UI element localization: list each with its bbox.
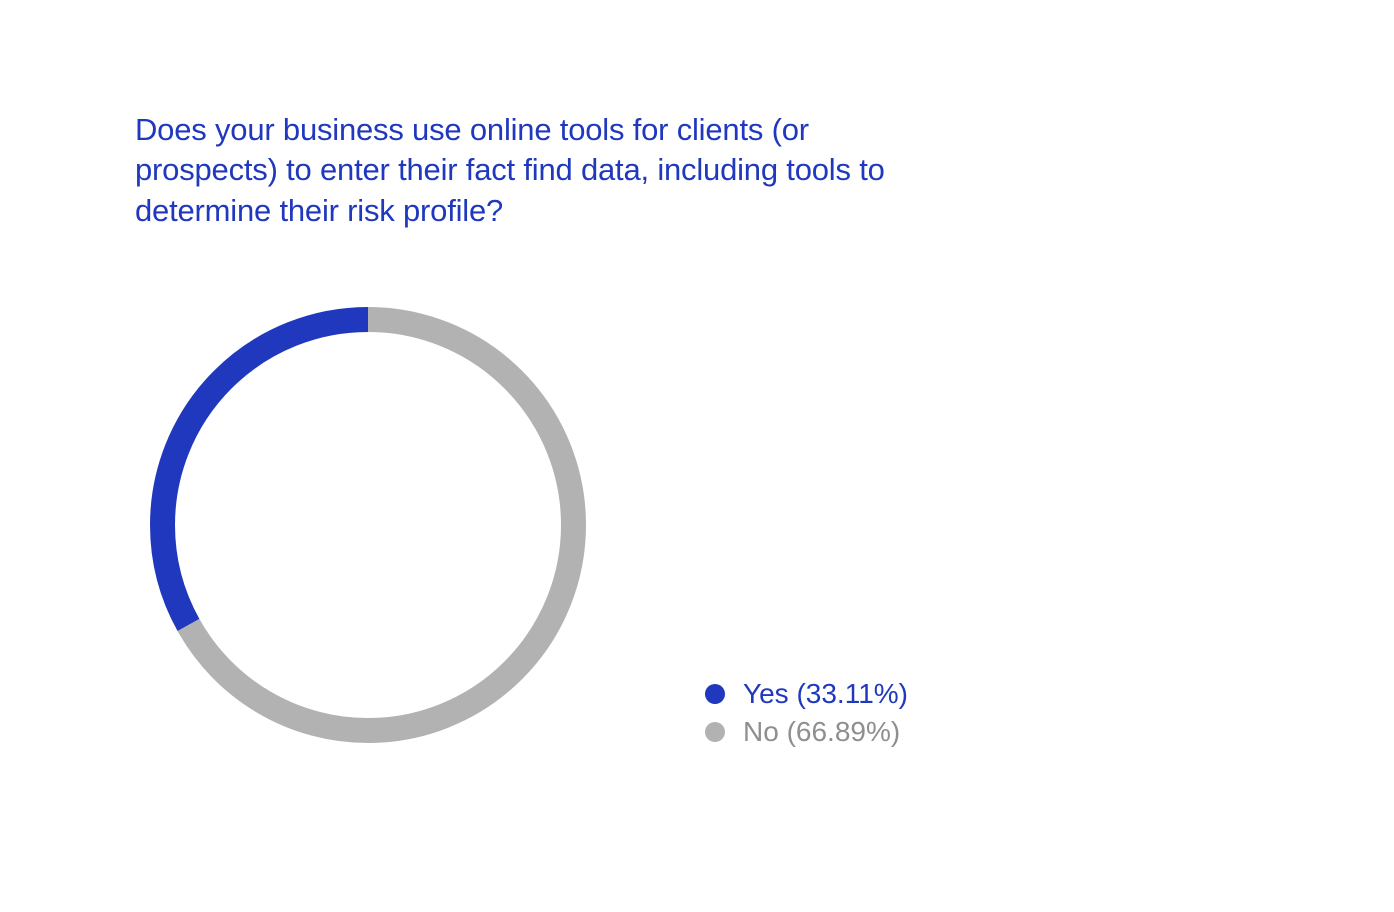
donut-svg: [148, 305, 588, 745]
legend-item-yes: Yes (33.11%): [705, 678, 908, 710]
chart-title: Does your business use online tools for …: [135, 110, 915, 231]
legend-label-yes: Yes (33.11%): [743, 678, 908, 710]
legend-item-no: No (66.89%): [705, 716, 908, 748]
donut-chart: [148, 305, 588, 745]
legend-dot-yes: [705, 684, 725, 704]
chart-legend: Yes (33.11%) No (66.89%): [705, 678, 908, 754]
legend-label-no: No (66.89%): [743, 716, 900, 748]
legend-dot-no: [705, 722, 725, 742]
